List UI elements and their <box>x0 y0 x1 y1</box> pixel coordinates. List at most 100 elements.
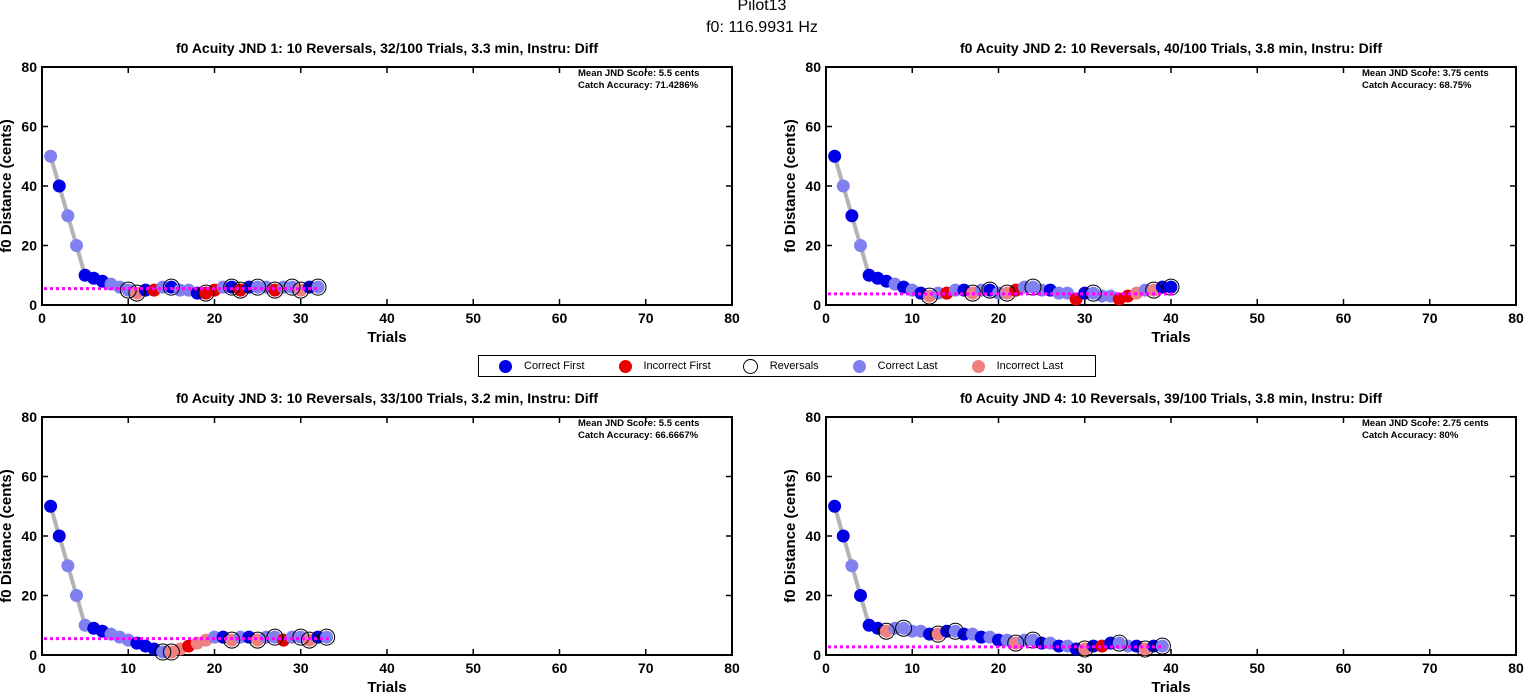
reversal-marker <box>1076 640 1094 658</box>
trial-point <box>828 149 842 163</box>
chart-panel-3: f0 Acuity JND 3: 10 Reversals, 33/100 Tr… <box>0 390 740 694</box>
y-axis-label: f0 Distance (cents) <box>0 119 15 252</box>
x-tick-label: 30 <box>1077 660 1093 676</box>
reversal-marker <box>162 278 180 296</box>
x-tick-label: 50 <box>1249 660 1265 676</box>
x-tick-label: 0 <box>38 660 46 676</box>
y-tick-label: 20 <box>21 588 37 604</box>
legend-marker-incorrect-first <box>618 359 632 373</box>
y-tick-label: 0 <box>813 297 821 313</box>
x-tick-label: 40 <box>379 310 395 326</box>
trial-point <box>52 529 66 543</box>
x-tick-label: 50 <box>465 310 481 326</box>
legend-item-correct-last: Correct Last <box>833 356 952 376</box>
y-axis-label: f0 Distance (cents) <box>0 469 15 602</box>
legend-label-incorrect-first: Incorrect First <box>643 360 711 372</box>
reversal-marker <box>981 281 999 299</box>
x-tick-label: 40 <box>379 660 395 676</box>
trial-point <box>44 499 58 513</box>
reversal-marker <box>946 622 964 640</box>
y-tick-label: 40 <box>805 178 821 194</box>
x-tick-label: 70 <box>638 660 654 676</box>
reversal-marker <box>1145 281 1163 299</box>
legend-marker-correct-first <box>499 359 512 373</box>
trial-point <box>311 280 325 294</box>
y-tick-label: 0 <box>29 647 37 663</box>
reversal-marker <box>1110 634 1128 652</box>
x-tick-label: 10 <box>120 660 136 676</box>
x-tick-label: 60 <box>1336 310 1352 326</box>
x-tick-label: 30 <box>1077 310 1093 326</box>
chart-title: f0 Acuity JND 1: 10 Reversals, 32/100 Tr… <box>176 40 598 56</box>
trial-point <box>836 179 850 193</box>
legend-marker-correct-last <box>852 359 866 373</box>
x-tick-label: 10 <box>904 310 920 326</box>
y-axis-label: f0 Distance (cents) <box>782 469 799 602</box>
trial-point <box>44 149 58 163</box>
x-axis-label: Trials <box>1151 329 1190 346</box>
y-tick-label: 0 <box>813 647 821 663</box>
plot-frame <box>41 66 733 306</box>
x-tick-label: 80 <box>1508 310 1524 326</box>
mean-jnd-annotation: Mean JND Score: 5.5 cents <box>578 418 699 429</box>
chart-title: f0 Acuity JND 2: 10 Reversals, 40/100 Tr… <box>960 40 1382 56</box>
y-tick-label: 80 <box>805 409 821 425</box>
y-tick-label: 80 <box>805 59 821 75</box>
x-tick-label: 10 <box>120 310 136 326</box>
y-tick-label: 20 <box>805 238 821 254</box>
plot-frame <box>825 416 1517 656</box>
x-tick-label: 20 <box>991 660 1007 676</box>
x-tick-label: 50 <box>465 660 481 676</box>
plot-frame <box>41 416 733 656</box>
y-tick-label: 20 <box>21 238 37 254</box>
reversal-marker <box>154 643 172 661</box>
catch-accuracy-annotation: Catch Accuracy: 68.75% <box>1362 80 1472 91</box>
x-tick-label: 50 <box>1249 310 1265 326</box>
x-tick-label: 60 <box>1336 660 1352 676</box>
y-tick-label: 40 <box>21 178 37 194</box>
x-tick-label: 80 <box>1508 660 1524 676</box>
trial-point <box>52 179 66 193</box>
trial-point <box>845 209 859 223</box>
catch-accuracy-annotation: Catch Accuracy: 71.4286% <box>578 80 699 91</box>
y-tick-label: 40 <box>21 528 37 544</box>
y-tick-label: 0 <box>29 297 37 313</box>
y-tick-label: 60 <box>21 469 37 485</box>
x-tick-label: 30 <box>293 660 309 676</box>
y-tick-label: 80 <box>21 409 37 425</box>
y-tick-label: 20 <box>805 588 821 604</box>
reversal-marker <box>128 284 146 302</box>
chart-title: f0 Acuity JND 4: 10 Reversals, 39/100 Tr… <box>960 390 1382 406</box>
catch-accuracy-annotation: Catch Accuracy: 80% <box>1362 430 1459 441</box>
reversal-marker <box>223 278 241 296</box>
legend-item-incorrect-first: Incorrect First <box>599 356 723 376</box>
legend-marker-reversals <box>742 358 758 374</box>
y-tick-label: 60 <box>805 119 821 135</box>
trial-point <box>854 589 867 602</box>
x-axis-label: Trials <box>367 679 406 694</box>
reversal-marker <box>877 622 895 640</box>
reversal-marker <box>1136 640 1154 658</box>
figure-subtitle: f0: 116.9931 Hz <box>706 19 818 36</box>
trial-point <box>61 209 75 223</box>
legend-label-reversals: Reversals <box>769 360 819 372</box>
reversal-marker <box>318 628 336 646</box>
figure-super-title: Pilot13 <box>737 0 787 14</box>
mean-jnd-annotation: Mean JND Score: 3.75 cents <box>1362 68 1489 79</box>
chart-title: f0 Acuity JND 3: 10 Reversals, 33/100 Tr… <box>176 390 598 406</box>
x-tick-label: 20 <box>207 660 223 676</box>
trial-point <box>1164 280 1178 294</box>
legend-item-correct-first: Correct First <box>479 356 599 376</box>
reversal-marker <box>162 643 180 661</box>
reversal-marker <box>300 631 318 649</box>
x-axis-label: Trials <box>367 329 406 346</box>
reversal-marker <box>921 287 938 305</box>
x-tick-label: 40 <box>1163 310 1179 326</box>
trial-point <box>70 589 83 602</box>
trial-point <box>854 239 867 252</box>
chart-panel-4: f0 Acuity JND 4: 10 Reversals, 39/100 Tr… <box>782 390 1524 694</box>
chart-legend: Correct First Incorrect First Reversals … <box>478 355 1096 377</box>
x-tick-label: 0 <box>822 660 830 676</box>
